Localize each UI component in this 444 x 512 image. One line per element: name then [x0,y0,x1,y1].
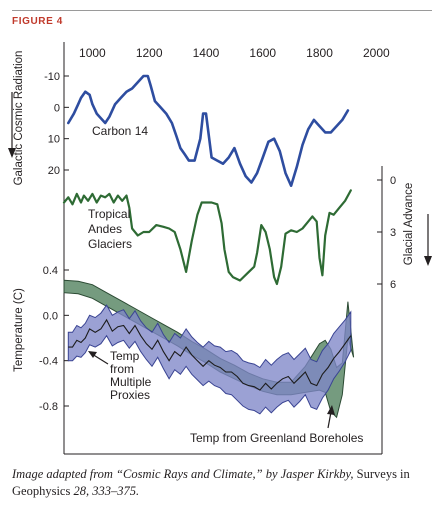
glacier-tick-label-6: 6 [390,279,396,291]
cosmic-tick-label-20: 20 [48,165,60,177]
figure-caption: Image adapted from “Cosmic Rays and Clim… [12,466,432,500]
top-rule [12,10,432,11]
andes-glacier-line [62,189,352,286]
cosmic-tick-label-10: 10 [48,134,60,146]
caption-source: Image adapted from “Cosmic Rays and Clim… [12,467,357,481]
x-tick-label-2000: 2000 [363,46,390,60]
multiple-proxies-line [68,318,352,391]
glacier-tick-label-0: 0 [390,175,396,187]
proxies-label-line-2: Multiple [110,375,152,389]
x-tick-label-1600: 1600 [249,46,276,60]
cosmic-arrow-head [8,148,16,158]
climate-chart: 1000 1200 1400 1600 1800 2000 -10 0 10 20 Galactic… [8,42,432,455]
temp-tick-label-1: 0.0 [43,310,58,322]
andes-label-line-0: Tropical [88,207,130,221]
proxies-arrow-shaft [91,353,109,365]
temp-tick-label-3: -0.8 [39,401,58,413]
proxies-label-line-3: Proxies [110,388,150,402]
carbon14-line [67,74,350,187]
glacier-axis-label: Glacial Advance [403,183,415,265]
greenland-arrow-shaft [327,411,332,429]
temp-axis-label: Temperature (C) [13,288,25,372]
x-tick-label-1200: 1200 [136,46,163,60]
cosmic-tick-label-0: 0 [54,102,60,114]
greenland-arrow-head [327,405,335,415]
proxies-label-line-1: from [110,362,134,376]
proxies-label-line-0: Temp [110,349,140,363]
caption-journal: Surveys in Geophysics [12,467,410,498]
andes-label-line-1: Andes [88,222,122,236]
cosmic-tick-label--10: -10 [44,71,60,83]
x-tick-label-1400: 1400 [193,46,220,60]
proxies-arrow-head [88,351,97,358]
temp-tick-label-2: -0.4 [39,356,58,368]
caption-citation: 28, 333–375. [70,484,140,498]
x-tick-label-1800: 1800 [306,46,333,60]
glacier-arrow-head [424,256,432,266]
cosmic-axis-label: Galactic Cosmic Radiation [13,51,25,186]
greenland-label: Temp from Greenland Boreholes [190,431,363,445]
andes-label-line-2: Glaciers [88,237,132,251]
x-tick-label-1000: 1000 [79,46,106,60]
glacier-tick-label-3: 3 [390,227,396,239]
temp-tick-label-0: 0.4 [43,265,58,277]
figure-label: FIGURE 4 [12,16,63,27]
carbon14-label: Carbon 14 [92,124,148,138]
